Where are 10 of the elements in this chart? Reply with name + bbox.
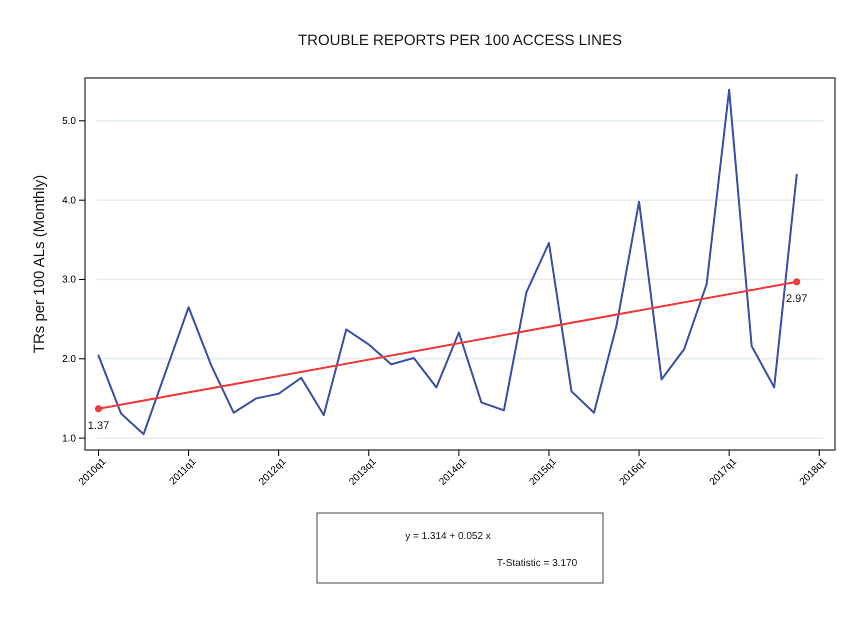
y-tick-label: 4.0 [62, 195, 76, 206]
y-tick-label: 1.0 [62, 433, 76, 444]
equation-box: y = 1.314 + 0.052 x T-Statistic = 3.170 [316, 512, 604, 584]
y-tick-label: 3.0 [62, 274, 76, 286]
y-axis-title: TRs per 100 ALs (Monthly) [31, 174, 48, 354]
y-tick-label: 5.0 [62, 116, 76, 128]
chart-title: TROUBLE REPORTS PER 100 ACCESS LINES [298, 32, 622, 49]
data-label: 2.97 [786, 292, 808, 305]
y-tick-label: 2.0 [62, 354, 76, 365]
data-label: 1.37 [88, 420, 110, 432]
